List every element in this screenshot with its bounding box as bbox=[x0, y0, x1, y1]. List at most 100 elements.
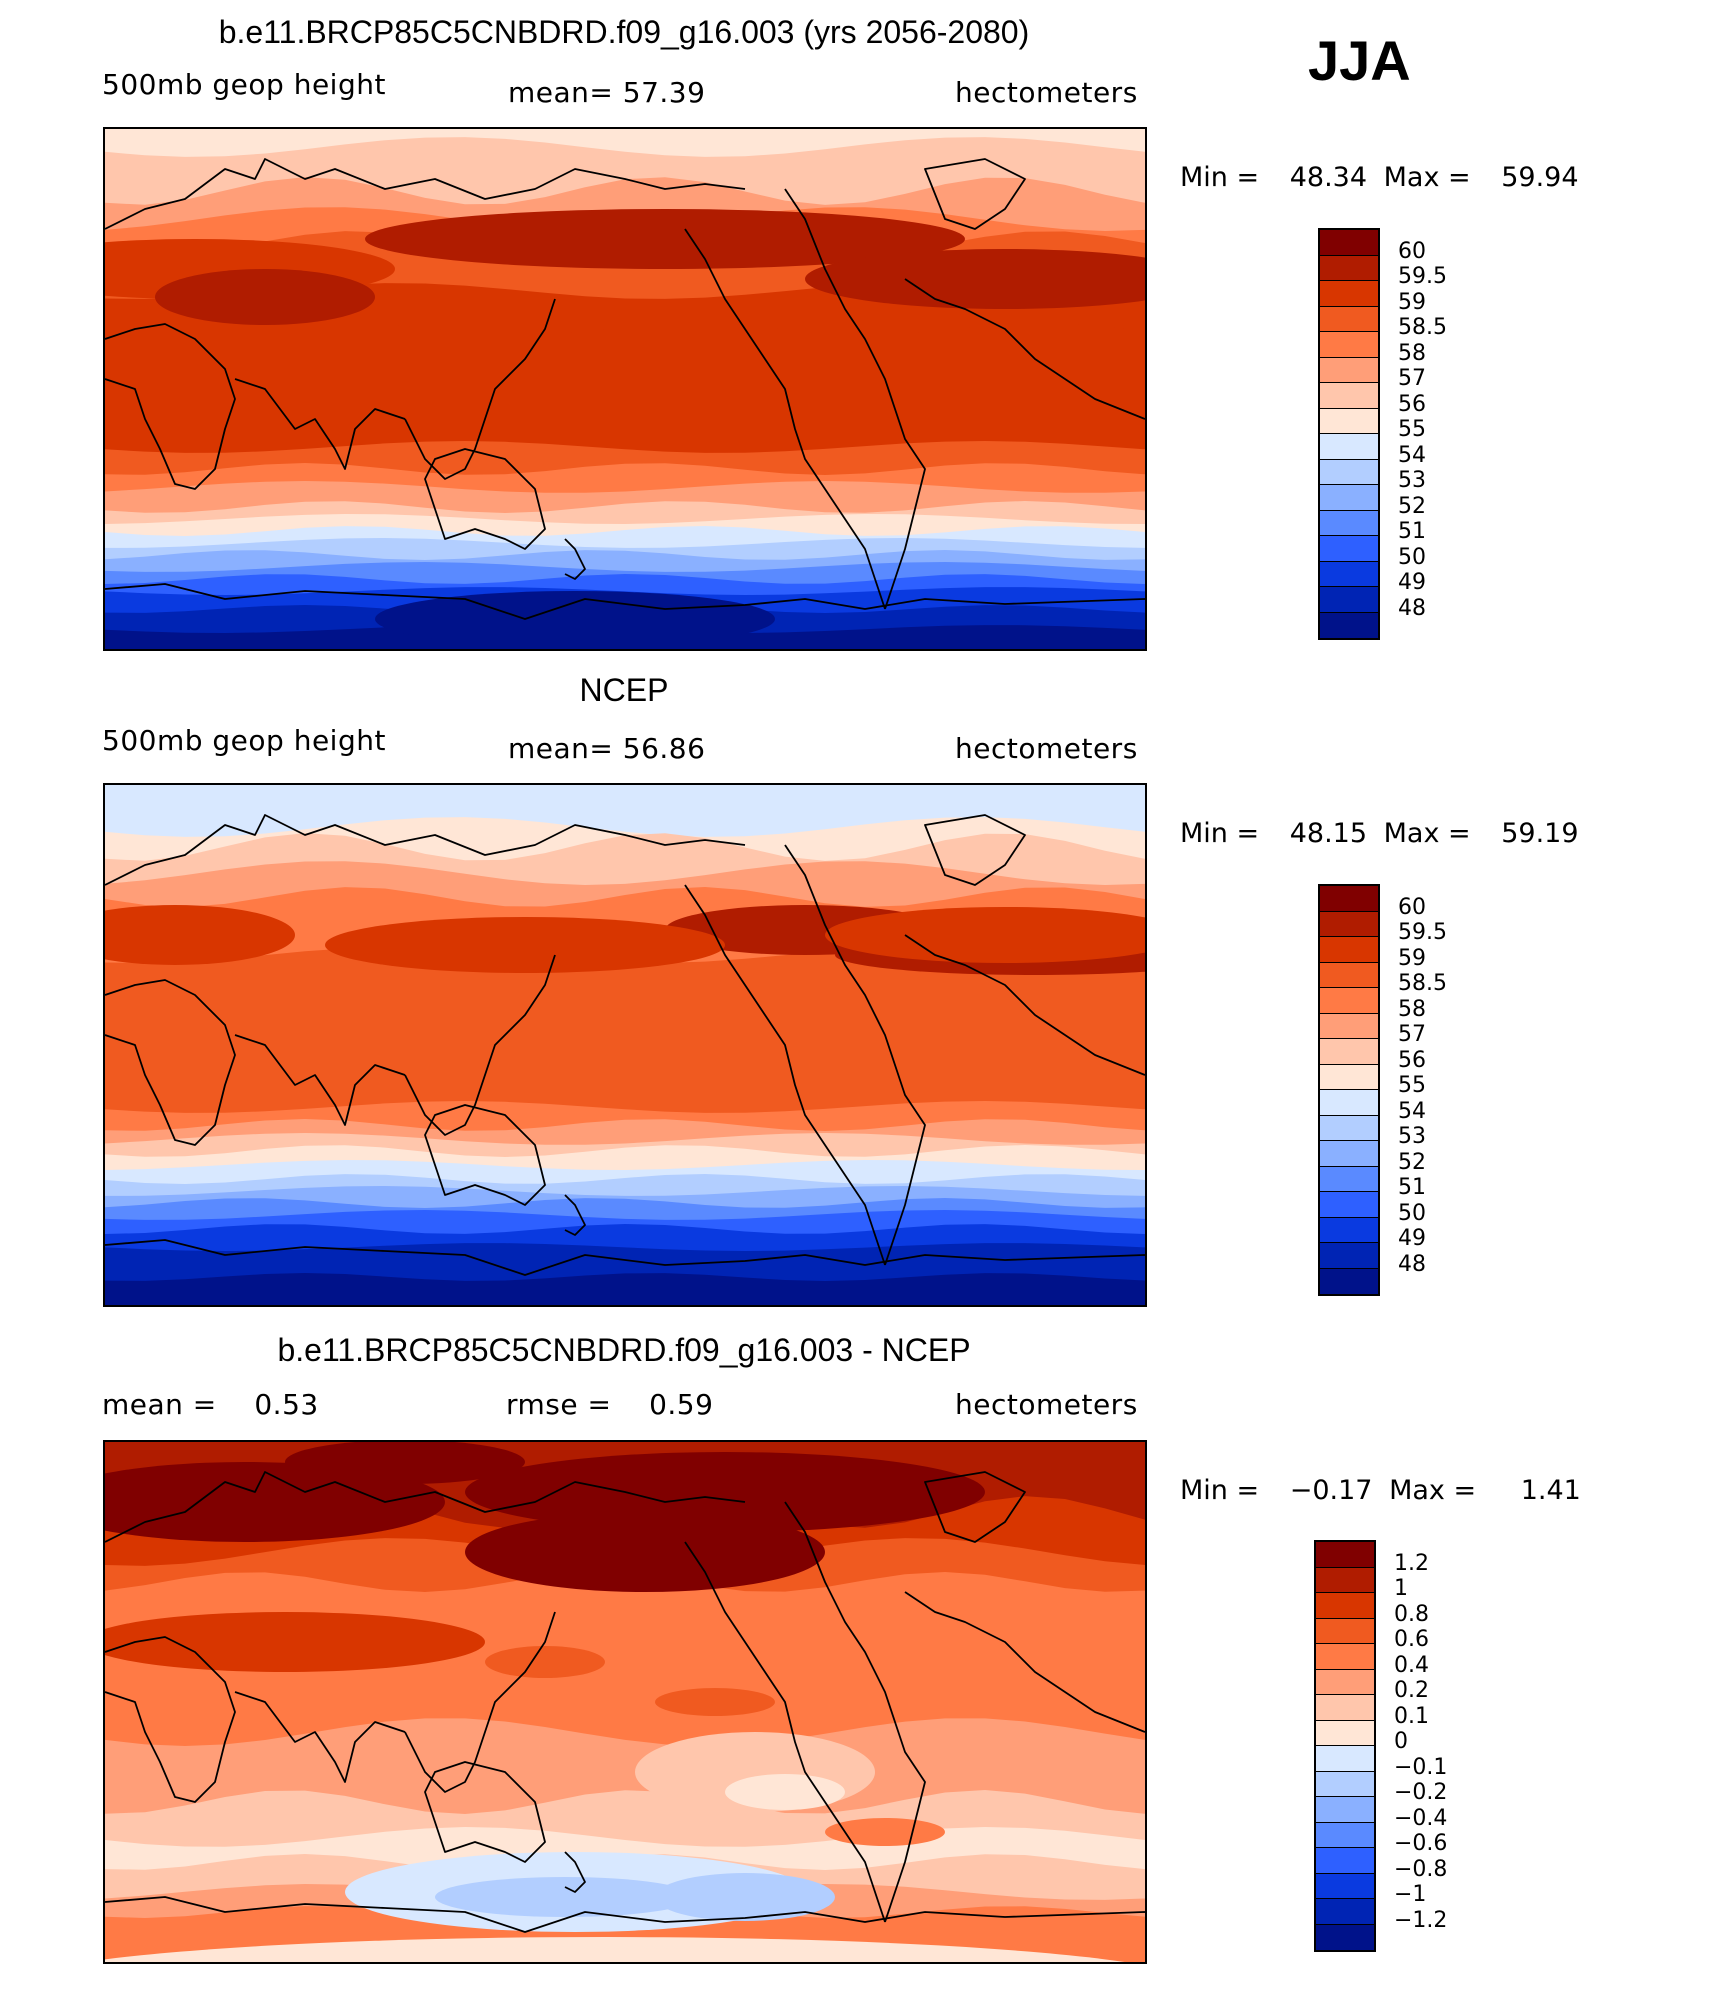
colorbar-swatch bbox=[1320, 911, 1378, 937]
colorbar-swatch bbox=[1320, 306, 1378, 332]
colorbar-swatch bbox=[1320, 1166, 1378, 1192]
colorbar-swatch bbox=[1320, 332, 1378, 358]
panel-3-min-text: Min = bbox=[1180, 1475, 1260, 1506]
colorbar-swatch bbox=[1320, 561, 1378, 587]
colorbar-swatch bbox=[1316, 1899, 1374, 1925]
colorbar-tick-label: −0.6 bbox=[1394, 1831, 1448, 1856]
colorbar-swatch bbox=[1320, 937, 1378, 963]
colorbar-tick-label: −1.2 bbox=[1394, 1907, 1448, 1933]
colorbar-swatch bbox=[1316, 1618, 1374, 1644]
panel-3-right-label: hectometers bbox=[955, 1388, 1138, 1421]
colorbar-tick-label: 48 bbox=[1398, 595, 1426, 621]
panel-1-right-label: hectometers bbox=[955, 76, 1138, 109]
colorbar-tick-label: 0 bbox=[1394, 1729, 1408, 1754]
colorbar-tick-label: −1 bbox=[1394, 1882, 1427, 1907]
colorbar-tick-label: −0.1 bbox=[1394, 1754, 1448, 1780]
panel-2-max-text: Max = bbox=[1383, 818, 1471, 849]
panel-3-center-label: rmse = 0.59 bbox=[506, 1388, 714, 1421]
colorbar-swatch bbox=[1320, 383, 1378, 409]
colorbar-swatch bbox=[1316, 1771, 1374, 1797]
colorbar-swatch bbox=[1320, 1268, 1378, 1294]
colorbar-tick-label: 0.8 bbox=[1394, 1601, 1429, 1627]
panel-1-title: b.e11.BRCP85C5CNBDRD.f09_g16.003 (yrs 20… bbox=[218, 14, 1030, 50]
colorbar-tick-label: 58.5 bbox=[1398, 315, 1447, 340]
panel-1-left-label: 500mb geop height bbox=[102, 68, 386, 101]
colorbar-tick-label: 58 bbox=[1398, 996, 1426, 1022]
colorbar-swatch bbox=[1320, 281, 1378, 307]
colorbar-tick-label: 50 bbox=[1398, 544, 1426, 570]
colorbar-swatch bbox=[1316, 1822, 1374, 1848]
panel-1-min-text: Min = bbox=[1180, 162, 1260, 193]
panel-2-right-label: hectometers bbox=[955, 732, 1138, 765]
panel-3-title: b.e11.BRCP85C5CNBDRD.f09_g16.003 - NCEP bbox=[277, 1332, 971, 1368]
colorbar-swatch bbox=[1316, 1542, 1374, 1568]
colorbar-tick-label: 59.5 bbox=[1398, 264, 1447, 289]
colorbar-swatch bbox=[1320, 357, 1378, 383]
panel-3-min-label: Min = −0.17 Max = 1.41 bbox=[1180, 1475, 1581, 1506]
colorbar-tick-label: 0.2 bbox=[1394, 1678, 1429, 1703]
colorbar-swatch bbox=[1320, 510, 1378, 536]
colorbar-swatch bbox=[1316, 1695, 1374, 1721]
colorbar-swatch bbox=[1316, 1593, 1374, 1619]
colorbar-tick-label: 55 bbox=[1398, 1073, 1426, 1098]
panel-3-left-label: mean = 0.53 bbox=[102, 1388, 319, 1421]
colorbar-tick-label: 49 bbox=[1398, 570, 1426, 595]
colorbar-tick-label: −0.4 bbox=[1394, 1805, 1448, 1831]
colorbar-tick-label: 51 bbox=[1398, 519, 1426, 544]
panel-2-map bbox=[103, 783, 1147, 1307]
panel-1-map bbox=[103, 127, 1147, 651]
colorbar-swatch bbox=[1320, 1192, 1378, 1218]
panel-3-max-value: 1.41 bbox=[1520, 1475, 1581, 1506]
colorbar-swatch bbox=[1320, 485, 1378, 511]
panel-3-contour-field bbox=[105, 1442, 1145, 1962]
panel-1-contour-field bbox=[105, 129, 1145, 649]
colorbar-tick-label: −0.2 bbox=[1394, 1780, 1448, 1805]
colorbar-tick-label: 56 bbox=[1398, 391, 1426, 417]
colorbar-tick-label: 50 bbox=[1398, 1200, 1426, 1226]
colorbar-tick-label: 0.6 bbox=[1394, 1627, 1429, 1652]
panel-3-map bbox=[103, 1440, 1147, 1964]
colorbar-swatch bbox=[1320, 587, 1378, 613]
panel-1-center-label: mean= 57.39 bbox=[508, 76, 706, 109]
colorbar-tick-label: 60 bbox=[1398, 238, 1426, 264]
colorbar-tick-label: 53 bbox=[1398, 1124, 1426, 1149]
colorbar-swatch bbox=[1320, 1013, 1378, 1039]
panel-2-center-label: mean= 56.86 bbox=[508, 732, 706, 765]
colorbar-tick-label: 51 bbox=[1398, 1175, 1426, 1200]
panel-2-min-text: Min = bbox=[1180, 818, 1260, 849]
panel-1-colorbar bbox=[1318, 228, 1380, 640]
panel-2-min-label: Min = 48.15 Max = 59.19 bbox=[1180, 818, 1579, 849]
colorbar-swatch bbox=[1320, 255, 1378, 281]
colorbar-swatch bbox=[1316, 1746, 1374, 1772]
colorbar-tick-label: 54 bbox=[1398, 1098, 1426, 1124]
colorbar-tick-label: 59 bbox=[1398, 945, 1426, 971]
colorbar-swatch bbox=[1320, 408, 1378, 434]
panel-3-colorbar bbox=[1314, 1540, 1376, 1952]
colorbar-tick-label: 1 bbox=[1394, 1576, 1408, 1601]
colorbar-tick-label: 57 bbox=[1398, 1022, 1426, 1047]
colorbar-tick-label: 1.2 bbox=[1394, 1550, 1429, 1576]
panel-1-max-value: 59.94 bbox=[1501, 162, 1579, 193]
colorbar-swatch bbox=[1320, 1090, 1378, 1116]
colorbar-swatch bbox=[1320, 230, 1378, 256]
panel-1-min-label: Min = 48.34 Max = 59.94 bbox=[1180, 162, 1579, 193]
colorbar-swatch bbox=[1316, 1848, 1374, 1874]
colorbar-tick-label: 52 bbox=[1398, 493, 1426, 519]
season-label: JJA bbox=[1308, 29, 1411, 92]
colorbar-tick-label: −0.8 bbox=[1394, 1856, 1448, 1882]
colorbar-tick-label: 0.1 bbox=[1394, 1703, 1429, 1729]
panel-2-title: NCEP bbox=[579, 672, 669, 708]
colorbar-swatch bbox=[1320, 434, 1378, 460]
colorbar-swatch bbox=[1316, 1644, 1374, 1670]
panel-1-min-value: 48.34 bbox=[1289, 162, 1368, 193]
colorbar-tick-label: 52 bbox=[1398, 1149, 1426, 1175]
colorbar-swatch bbox=[1320, 459, 1378, 485]
panel-2-colorbar bbox=[1318, 884, 1380, 1296]
colorbar-swatch bbox=[1320, 1115, 1378, 1141]
panel-2-left-label: 500mb geop height bbox=[102, 724, 386, 757]
colorbar-tick-label: 58 bbox=[1398, 340, 1426, 366]
colorbar-tick-label: 60 bbox=[1398, 894, 1426, 920]
colorbar-swatch bbox=[1320, 988, 1378, 1014]
panel-3-min-value: −0.17 bbox=[1289, 1475, 1373, 1506]
colorbar-tick-label: 58.5 bbox=[1398, 971, 1447, 996]
